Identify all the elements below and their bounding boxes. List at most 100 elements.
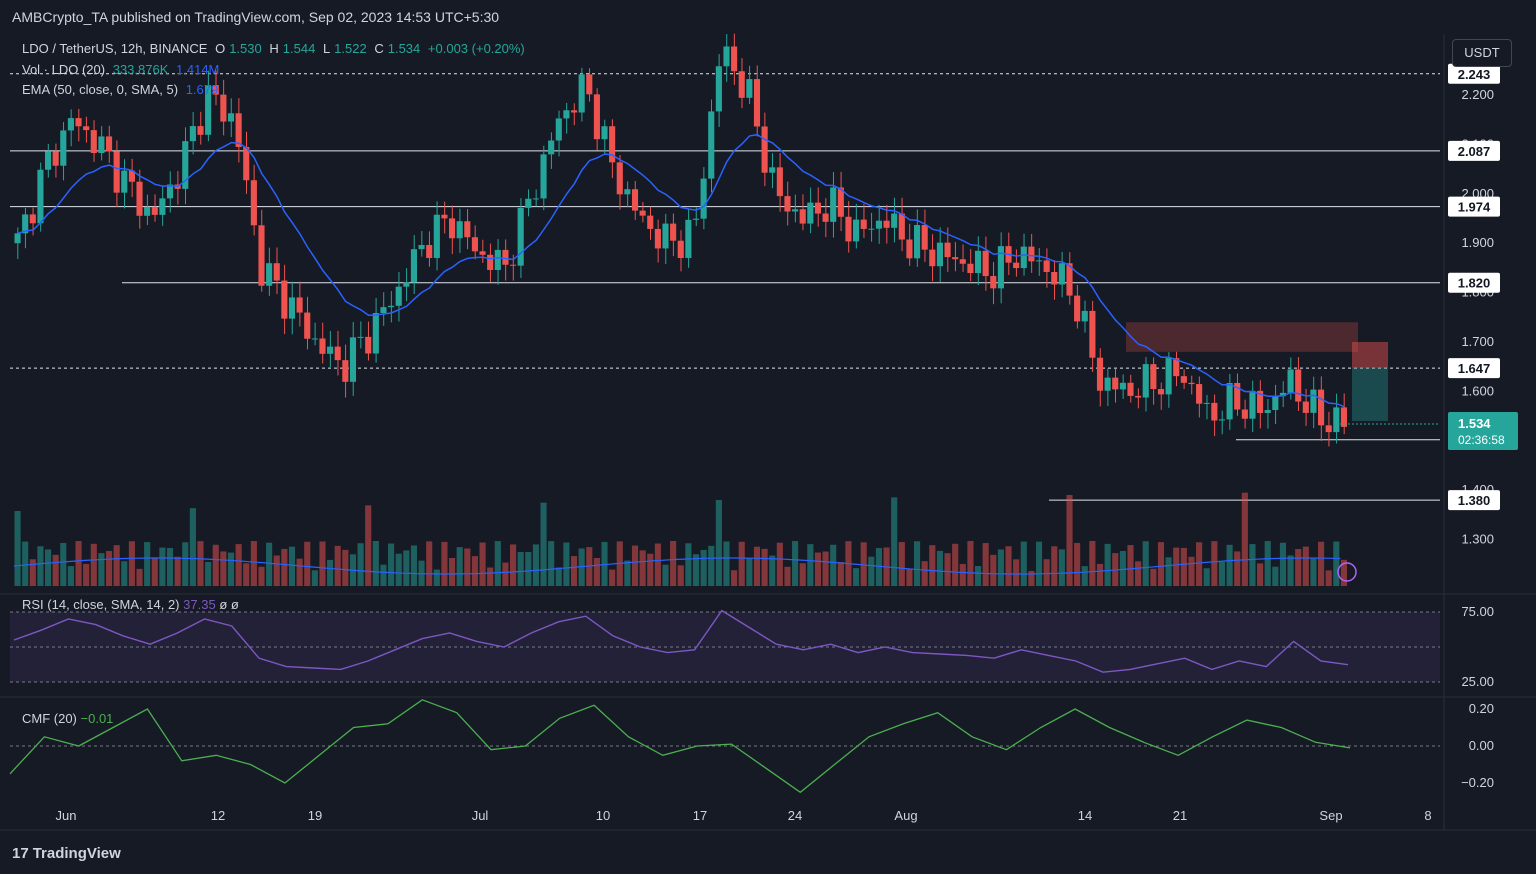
candle-body [1035,260,1043,262]
time-tick-label: 19 [308,808,322,823]
candle-body [1089,310,1096,358]
volume-bar [1310,558,1317,586]
volume-bar [105,550,113,586]
volume-bar [182,542,189,586]
candle-body [227,113,235,122]
candle-body [311,338,318,340]
volume-bar [807,544,814,586]
level-label-box [1448,272,1500,293]
rsi-extra-2: ø [230,597,239,612]
volume-bar [1211,541,1218,586]
volume-bar [814,552,822,586]
rsi-label[interactable]: RSI (14, close, SMA, 14, 2) [22,597,180,612]
volume-bar [662,564,669,586]
volume-bar [875,548,883,586]
level-label: 1.647 [1458,361,1491,376]
candle-body [548,140,555,155]
volume-bar [913,541,921,586]
volume-bar [456,547,463,586]
volume-bar [898,542,905,586]
candle-body [1104,377,1111,391]
candle-body [1051,271,1058,285]
candle-body [60,130,67,166]
volume-bar [281,548,288,586]
candle-body [761,126,768,173]
volume-bar [426,541,433,586]
volume-bar [449,557,456,586]
volume-label[interactable]: Vol · LDO (20) [22,62,106,77]
time-tick-label: 17 [693,808,707,823]
ema-label[interactable]: EMA (50, close, 0, SMA, 5) [22,82,179,97]
candle-body [273,263,280,281]
candle-body [90,130,97,154]
candle-body [1241,409,1248,419]
candle-body [1112,377,1119,390]
volume-bar [700,549,707,586]
currency-button[interactable]: USDT [1452,39,1512,67]
cmf-tick-label: −0.20 [1461,775,1494,790]
volume-legend: Vol · LDO (20) 333.876K 1.414M [22,62,223,77]
close-label: C [374,41,384,56]
candle-body [37,169,44,224]
cmf-label[interactable]: CMF (20) [22,711,77,726]
candle-body [532,198,539,200]
position-stop-zone [1352,342,1388,369]
candle-body [792,209,799,212]
candle-body [1196,384,1203,404]
time-tick-label: Jul [472,808,489,823]
candle-body [1203,402,1210,404]
volume-bar [647,553,654,586]
candle-body [723,46,730,67]
candle-body [136,181,143,216]
level-label-box [1448,490,1500,511]
candle-body [1074,295,1081,322]
candle-body [677,240,684,258]
candle-body [1302,401,1309,413]
close-value: 1.534 [387,41,421,56]
volume-bar [1035,541,1043,586]
symbol-label[interactable]: LDO / TetherUS, 12h, BINANCE [22,41,208,56]
candle-body [1310,389,1317,413]
price-tick-label: 1.300 [1461,532,1494,547]
candle-body [769,167,776,173]
volume-bar [1066,494,1073,586]
candle-body [555,118,562,141]
candle-body [449,218,456,239]
volume-bar [959,564,966,586]
volume-bar [1165,557,1172,586]
volume-bar [1142,541,1149,586]
candle-body [830,187,837,222]
level-label-box [1448,196,1500,217]
volume-bar [1089,541,1096,586]
candle-body [952,257,959,260]
candle-body [1287,369,1294,393]
candle-body [288,297,296,319]
volume-bar [830,544,837,586]
volume-bar [601,541,608,586]
candle-body [731,46,738,72]
candle-body [837,187,844,217]
volume-bar [677,565,684,586]
volume-bar [784,566,791,586]
time-tick-label: Aug [894,808,917,823]
volume-bar [174,556,181,586]
candle-body [1173,358,1180,377]
tradingview-logo[interactable]: 17 TradingView [12,845,121,862]
candle-body [868,228,875,230]
candle-body [75,118,82,127]
candle-body [388,305,395,308]
candle-body [1272,396,1279,411]
volume-bar [692,554,700,586]
volume-bar [266,542,273,586]
ema-legend: EMA (50, close, 0, SMA, 5) 1.679 [22,82,222,97]
volume-bar [555,567,562,586]
volume-bar [136,568,143,586]
price-tick-label: 1.900 [1461,235,1494,250]
price-tick-label: 2.200 [1461,87,1494,102]
volume-bar [593,558,600,586]
volume-bar [52,554,59,586]
volume-bar [342,549,349,586]
candle-body [959,259,966,264]
candle-body [479,251,486,255]
